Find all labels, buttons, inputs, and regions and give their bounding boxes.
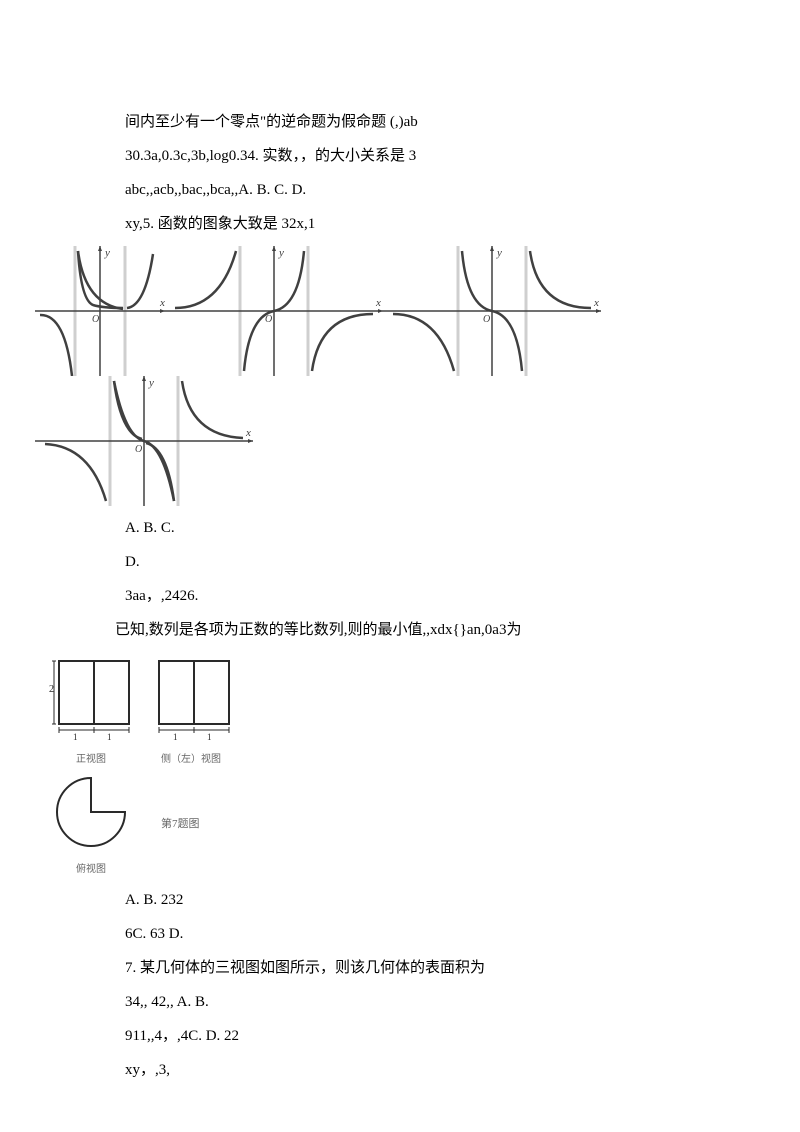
graph-row-1: x y O x y O (35, 246, 675, 376)
text-line-1: 间内至少有一个零点"的逆命题为假命题 (,)ab (125, 110, 675, 134)
text-line-5: A. B. C. (125, 516, 675, 540)
side-view-caption: 侧（左）视图 (145, 752, 237, 768)
graph-row-2: x y O (35, 376, 675, 506)
top-view-caption: 俯视图 (45, 862, 137, 878)
text-line-4: xy,5. 函数的图象大致是 32x,1 (125, 212, 675, 236)
svg-text:x: x (245, 427, 251, 439)
height-label-2: 2 (49, 684, 54, 695)
figure-label: 第7题图 (161, 816, 200, 834)
text-line-14: xy，,3, (125, 1058, 675, 1082)
text-line-9: A. B. 232 (125, 888, 675, 912)
front-view: 2 1 1 正视图 (45, 652, 137, 768)
three-view-figure: 2 1 1 正视图 (45, 652, 675, 878)
svg-text:1: 1 (107, 732, 112, 742)
svg-text:O: O (483, 314, 490, 325)
svg-text:x: x (375, 297, 381, 309)
text-line-11: 7. 某几何体的三视图如图所示，则该几何体的表面积为 (125, 956, 675, 980)
graph-option-c: x y O (383, 246, 601, 376)
svg-text:1: 1 (173, 732, 178, 742)
svg-text:y: y (496, 247, 502, 259)
text-line-13: 911,,4，,4C. D. 22 (125, 1024, 675, 1048)
text-line-3: abc,,acb,,bac,,bca,,A. B. C. D. (125, 178, 675, 202)
text-line-10: 6C. 63 D. (125, 922, 675, 946)
front-view-caption: 正视图 (45, 752, 137, 768)
svg-text:y: y (148, 377, 154, 389)
graph-option-b: x y O (165, 246, 383, 376)
text-line-7: 3aa，,2426. (125, 584, 675, 608)
svg-text:y: y (278, 247, 284, 259)
top-view: 俯视图 (45, 772, 137, 878)
text-line-12: 34,, 42,, A. B. (125, 990, 675, 1014)
graph-option-d: x y O (35, 376, 253, 506)
side-view: 1 1 侧（左）视图 (145, 652, 237, 768)
text-line-8: 已知,数列是各项为正数的等比数列,则的最小值,,xdx{}an,0a3为 (115, 618, 675, 642)
svg-text:O: O (135, 444, 142, 455)
svg-text:1: 1 (73, 732, 78, 742)
svg-text:O: O (92, 314, 99, 325)
svg-text:1: 1 (207, 732, 212, 742)
svg-text:x: x (593, 297, 599, 309)
text-line-2: 30.3a,0.3c,3b,log0.34. 实数，，的大小关系是 3 (125, 144, 675, 168)
graph-option-a: x y O (35, 246, 165, 376)
text-line-6: D. (125, 550, 675, 574)
svg-text:O: O (265, 314, 272, 325)
svg-text:y: y (104, 247, 110, 259)
